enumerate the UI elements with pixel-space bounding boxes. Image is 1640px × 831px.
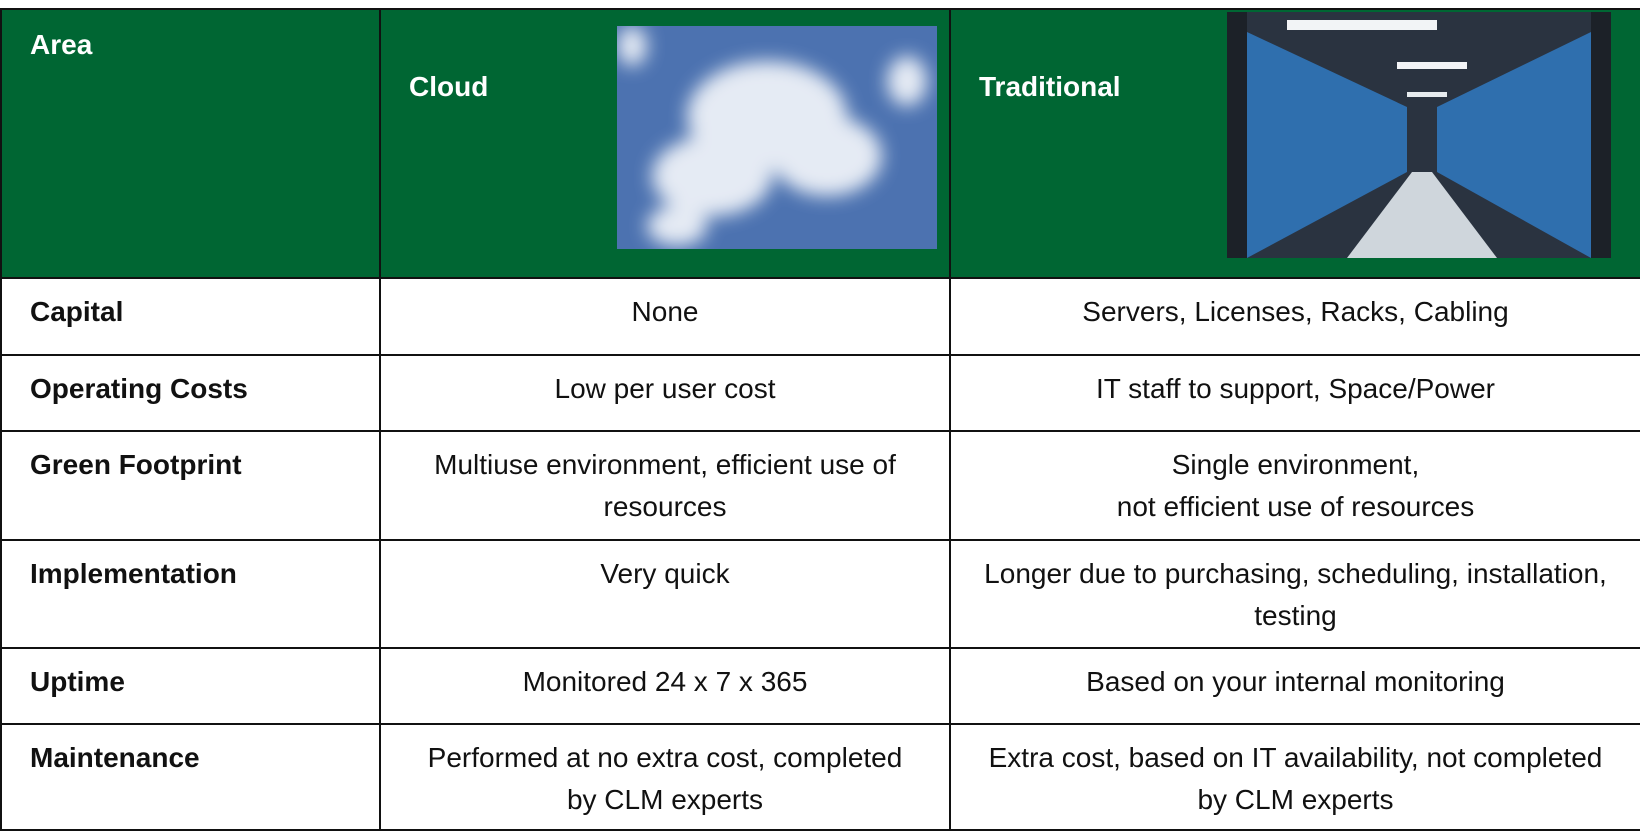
area-cell: Capital <box>0 277 381 356</box>
value-cell: Performed at no extra cost, completed by… <box>379 723 951 831</box>
value-cell: Longer due to purchasing, scheduling, in… <box>949 539 1640 649</box>
table-row: Implementation Very quick Longer due to pu… <box>0 539 1640 649</box>
area-cell: Operating Costs <box>0 354 381 432</box>
header-text: Traditional <box>979 71 1121 102</box>
cloud-image <box>617 26 937 249</box>
value-cell: Extra cost, based on IT availability, no… <box>949 723 1640 831</box>
header-text: Cloud <box>409 71 489 102</box>
value-cell: None <box>379 277 951 356</box>
comparison-table: Area Cloud Traditional <box>0 8 1640 831</box>
datacenter-image <box>1227 12 1611 258</box>
header-cell: Area <box>0 8 381 279</box>
header-cell: Traditional <box>949 8 1640 279</box>
value-cell: Low per user cost <box>379 354 951 432</box>
header-row: Area Cloud Traditional <box>0 8 1640 279</box>
value-cell: Based on your internal monitoring <box>949 647 1640 725</box>
area-cell: Uptime <box>0 647 381 725</box>
value-cell: Servers, Licenses, Racks, Cabling <box>949 277 1640 356</box>
value-cell: Very quick <box>379 539 951 649</box>
value-cell: Multiuse environment, efficient use of r… <box>379 430 951 541</box>
header-text: Area <box>30 29 93 60</box>
value-cell: Single environment, not efficient use of… <box>949 430 1640 541</box>
table-row: Capital None Servers, Licenses, Racks, Cab… <box>0 277 1640 356</box>
value-cell: Monitored 24 x 7 x 365 <box>379 647 951 725</box>
table-row: Operating Costs Low per user cost IT staff… <box>0 354 1640 432</box>
area-cell: Green Footprint <box>0 430 381 541</box>
header-cell: Cloud <box>379 8 951 279</box>
table-row: Maintenance Performed at no extra cost, c… <box>0 723 1640 831</box>
table-row: Uptime Monitored 24 x 7 x 365 Based on you… <box>0 647 1640 725</box>
area-cell: Implementation <box>0 539 381 649</box>
area-cell: Maintenance <box>0 723 381 831</box>
table-row: Green Footprint Multiuse environment, eff… <box>0 430 1640 541</box>
value-cell: IT staff to support, Space/Power <box>949 354 1640 432</box>
